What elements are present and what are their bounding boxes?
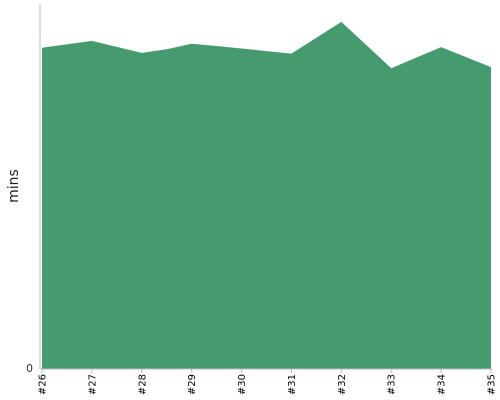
plot-area bbox=[42, 21, 491, 369]
x-tick-label: #30 bbox=[237, 374, 248, 395]
y-axis-label: mins bbox=[6, 169, 22, 203]
x-tick-label: #28 bbox=[137, 374, 148, 395]
x-axis-ticks: #26 #27 #28 #29 #30 #31 #32 #33 #34 #35 bbox=[38, 369, 498, 395]
x-tick-label: #33 bbox=[387, 374, 398, 395]
x-tick-label: #26 bbox=[38, 374, 49, 395]
x-tick-label: #27 bbox=[87, 374, 98, 395]
x-tick-label: #34 bbox=[437, 374, 448, 395]
x-tick-label: #35 bbox=[487, 374, 498, 395]
x-tick-label: #31 bbox=[287, 374, 298, 395]
x-tick-label: #32 bbox=[337, 374, 348, 395]
y-axis-ticks: 0 bbox=[26, 362, 33, 375]
series-area bbox=[42, 21, 491, 369]
y-tick-label: 0 bbox=[26, 362, 33, 375]
x-tick-label: #29 bbox=[187, 374, 198, 395]
